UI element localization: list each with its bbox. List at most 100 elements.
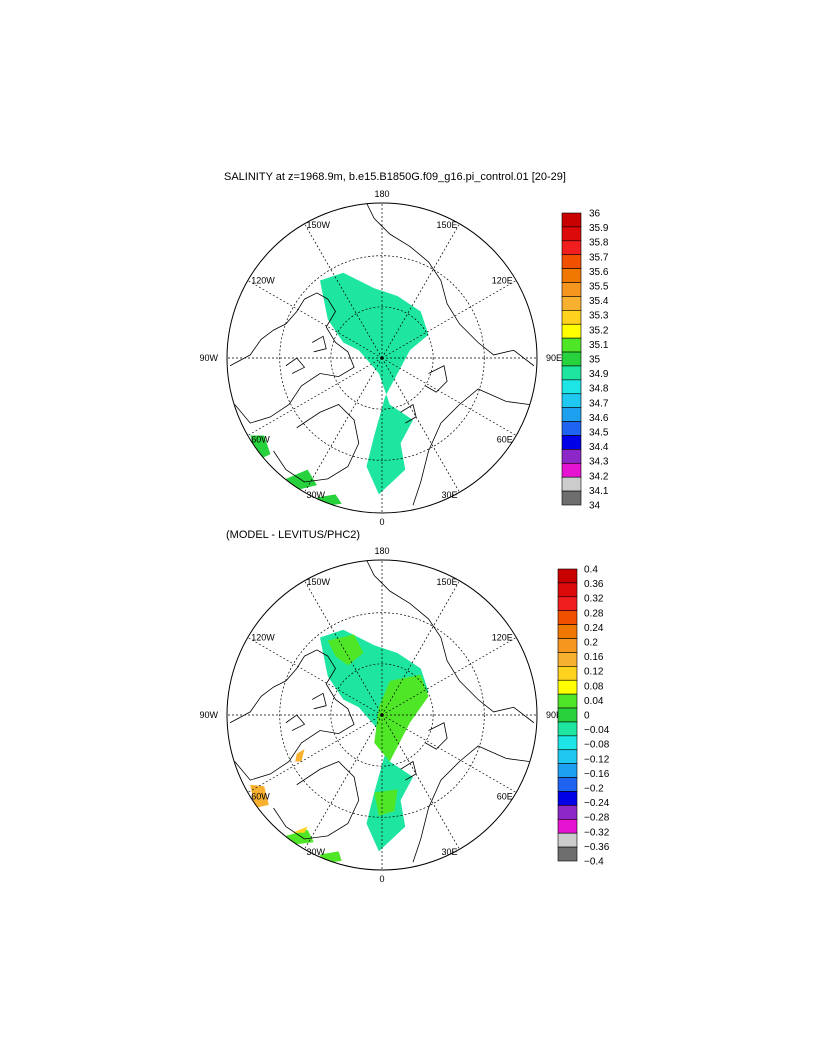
map-border (226, 559, 538, 871)
longitude-label: 150W (307, 220, 331, 230)
coastline (285, 357, 306, 374)
meridian-line (247, 637, 383, 716)
longitude-label: 0 (379, 517, 384, 527)
shaded-region (327, 634, 364, 666)
colorbar-label: −0.12 (584, 754, 610, 765)
colorbar-swatch (557, 624, 578, 639)
colorbar-swatch (561, 282, 582, 297)
colorbar-swatch (561, 490, 582, 506)
colorbar-label: 35.3 (589, 311, 609, 322)
meridian-line (381, 280, 517, 359)
colorbar-swatch (561, 323, 582, 339)
colorbar-label: −0.28 (584, 813, 610, 824)
colorbar-swatch (561, 407, 582, 422)
colorbar-label: −0.32 (584, 827, 610, 838)
colorbar-label: 34.7 (589, 398, 609, 409)
longitude-label: 150E (436, 220, 457, 230)
longitude-label: 180 (374, 189, 389, 199)
colorbar-swatch (557, 735, 578, 751)
colorbar-label: 0.32 (584, 594, 604, 605)
colorbar-swatch (557, 777, 578, 792)
colorbar-swatch (557, 846, 578, 862)
shaded-region (374, 674, 429, 762)
colorbar-swatch (557, 652, 578, 667)
colorbar-label: 34.1 (589, 486, 609, 497)
colorbar-label: 34.5 (589, 428, 609, 439)
coastline (400, 760, 417, 781)
colorbar-label: 0.36 (584, 579, 604, 590)
meridian-line (381, 357, 460, 493)
colorbar-2: 0.4 0.36 0.32 0.28 0.24 0.2 0.16 0.12 0.08 0.04 0 −… (557, 565, 610, 868)
colorbar-swatch (561, 240, 582, 256)
colorbar-swatch (557, 596, 578, 612)
longitude-label: 120E (492, 633, 513, 643)
longitude-label: 180 (374, 546, 389, 556)
longitude-label: 0 (379, 874, 384, 884)
colorbar-swatch (557, 805, 578, 820)
colorbar-label: −0.16 (584, 769, 610, 780)
longitude-label: 30W (307, 847, 326, 857)
meridian-line (304, 357, 383, 493)
shaded-region (292, 826, 308, 833)
colorbar-swatch (561, 476, 582, 492)
colorbar-swatch (561, 379, 582, 395)
longitude-label: 90W (199, 353, 218, 363)
latitude-circle (279, 612, 485, 818)
coastline (312, 692, 327, 710)
longitude-label: 120W (251, 633, 275, 643)
colorbar-label: 34.3 (589, 457, 609, 468)
longitude-label: 150E (436, 577, 457, 587)
colorbar-swatch (561, 337, 582, 353)
colorbar-label: −0.36 (584, 842, 610, 853)
colorbar-label: 0.28 (584, 608, 604, 619)
longitude-label: 90W (199, 710, 218, 720)
coastline (273, 761, 360, 840)
coastline (366, 560, 535, 724)
colorbar-label: 0.04 (584, 696, 604, 707)
colorbar-label: 0.16 (584, 652, 604, 663)
longitude-label: 30W (307, 490, 326, 500)
colorbar-swatch (557, 582, 578, 598)
colorbar-label: 35.9 (589, 223, 609, 234)
colorbar-label: 35.7 (589, 252, 609, 263)
colorbar-swatch (557, 707, 578, 723)
colorbar-swatch (557, 791, 578, 806)
meridian-line (304, 714, 383, 850)
latitude-circle (279, 255, 485, 461)
meridian-line (247, 714, 383, 793)
colorbar-swatch (561, 421, 582, 436)
colorbar-label: −0.24 (584, 798, 610, 809)
colorbar-label: 35.5 (589, 282, 609, 293)
coastline (400, 403, 417, 424)
colorbar-swatch (561, 393, 582, 408)
colorbar-label: 34.6 (589, 413, 609, 424)
colorbar-label: 35.1 (589, 340, 609, 351)
colorbar-swatch (561, 365, 582, 381)
meridian-line (304, 580, 383, 716)
colorbar-label: 35.8 (589, 238, 609, 249)
meridian-line (247, 357, 383, 436)
colorbar-label: 0.4 (584, 565, 598, 576)
colorbar-label: 0.2 (584, 638, 598, 649)
colorbar-swatch (561, 268, 582, 283)
meridian-line (304, 223, 383, 359)
longitude-label: 90E (546, 710, 562, 720)
latitude-circle (330, 663, 434, 767)
shaded-region (374, 789, 398, 816)
colorbar-label: 35.4 (589, 296, 609, 307)
colorbar-swatch (561, 296, 582, 311)
colorbar-swatch (557, 679, 578, 695)
shaded-region (295, 749, 305, 762)
colorbar-swatch (557, 568, 578, 584)
longitude-label: 150W (307, 577, 331, 587)
colorbar-swatch (557, 638, 578, 653)
colorbar-swatch (557, 818, 578, 834)
longitude-label: 60E (497, 435, 513, 445)
shaded-region (320, 272, 429, 495)
colorbar-swatch (561, 462, 582, 478)
colorbar-label: 34.9 (589, 369, 609, 380)
meridian-line (381, 580, 460, 716)
map-panel-1: 180 150E 120E 90E 60E 30E 0 30W 60W 90W 120W 150W 36… (199, 189, 608, 527)
colorbar-swatch (557, 693, 578, 709)
